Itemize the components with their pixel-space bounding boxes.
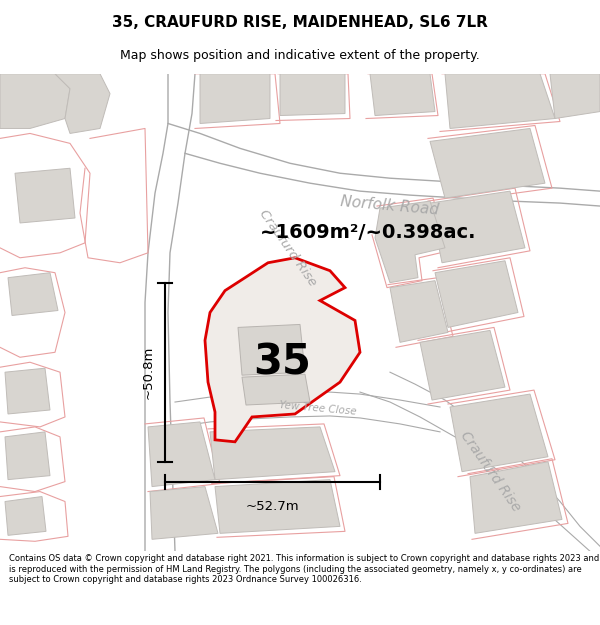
Polygon shape — [430, 191, 525, 262]
Polygon shape — [210, 427, 335, 479]
Polygon shape — [280, 74, 345, 116]
Polygon shape — [5, 432, 50, 479]
Polygon shape — [5, 368, 50, 414]
Text: Map shows position and indicative extent of the property.: Map shows position and indicative extent… — [120, 49, 480, 62]
Polygon shape — [205, 258, 360, 442]
Polygon shape — [390, 281, 448, 342]
Polygon shape — [375, 201, 445, 282]
Polygon shape — [215, 479, 340, 533]
Polygon shape — [242, 374, 310, 405]
Polygon shape — [238, 324, 305, 375]
Polygon shape — [148, 422, 215, 487]
Text: Norfolk Road: Norfolk Road — [340, 194, 440, 218]
Polygon shape — [550, 74, 600, 119]
Text: Yew Tree Close: Yew Tree Close — [279, 399, 357, 416]
Text: Contains OS data © Crown copyright and database right 2021. This information is : Contains OS data © Crown copyright and d… — [9, 554, 599, 584]
Polygon shape — [0, 74, 70, 129]
Text: Craufurd Rise: Craufurd Rise — [257, 207, 319, 289]
Polygon shape — [420, 331, 505, 400]
Text: 35: 35 — [253, 341, 311, 383]
Polygon shape — [450, 394, 548, 472]
Text: Craufurd Rise: Craufurd Rise — [457, 429, 523, 514]
Text: 35, CRAUFURD RISE, MAIDENHEAD, SL6 7LR: 35, CRAUFURD RISE, MAIDENHEAD, SL6 7LR — [112, 14, 488, 29]
Polygon shape — [55, 74, 110, 133]
Polygon shape — [470, 462, 562, 533]
Text: ~1609m²/~0.398ac.: ~1609m²/~0.398ac. — [260, 223, 476, 243]
Polygon shape — [200, 74, 270, 124]
Polygon shape — [150, 487, 218, 539]
Polygon shape — [445, 74, 555, 129]
Polygon shape — [5, 496, 46, 536]
Polygon shape — [15, 168, 75, 223]
Polygon shape — [430, 129, 545, 198]
Polygon shape — [370, 74, 435, 116]
Text: ~52.7m: ~52.7m — [245, 499, 299, 512]
Polygon shape — [435, 261, 518, 328]
Text: ~50.8m: ~50.8m — [142, 346, 155, 399]
Polygon shape — [8, 272, 58, 316]
